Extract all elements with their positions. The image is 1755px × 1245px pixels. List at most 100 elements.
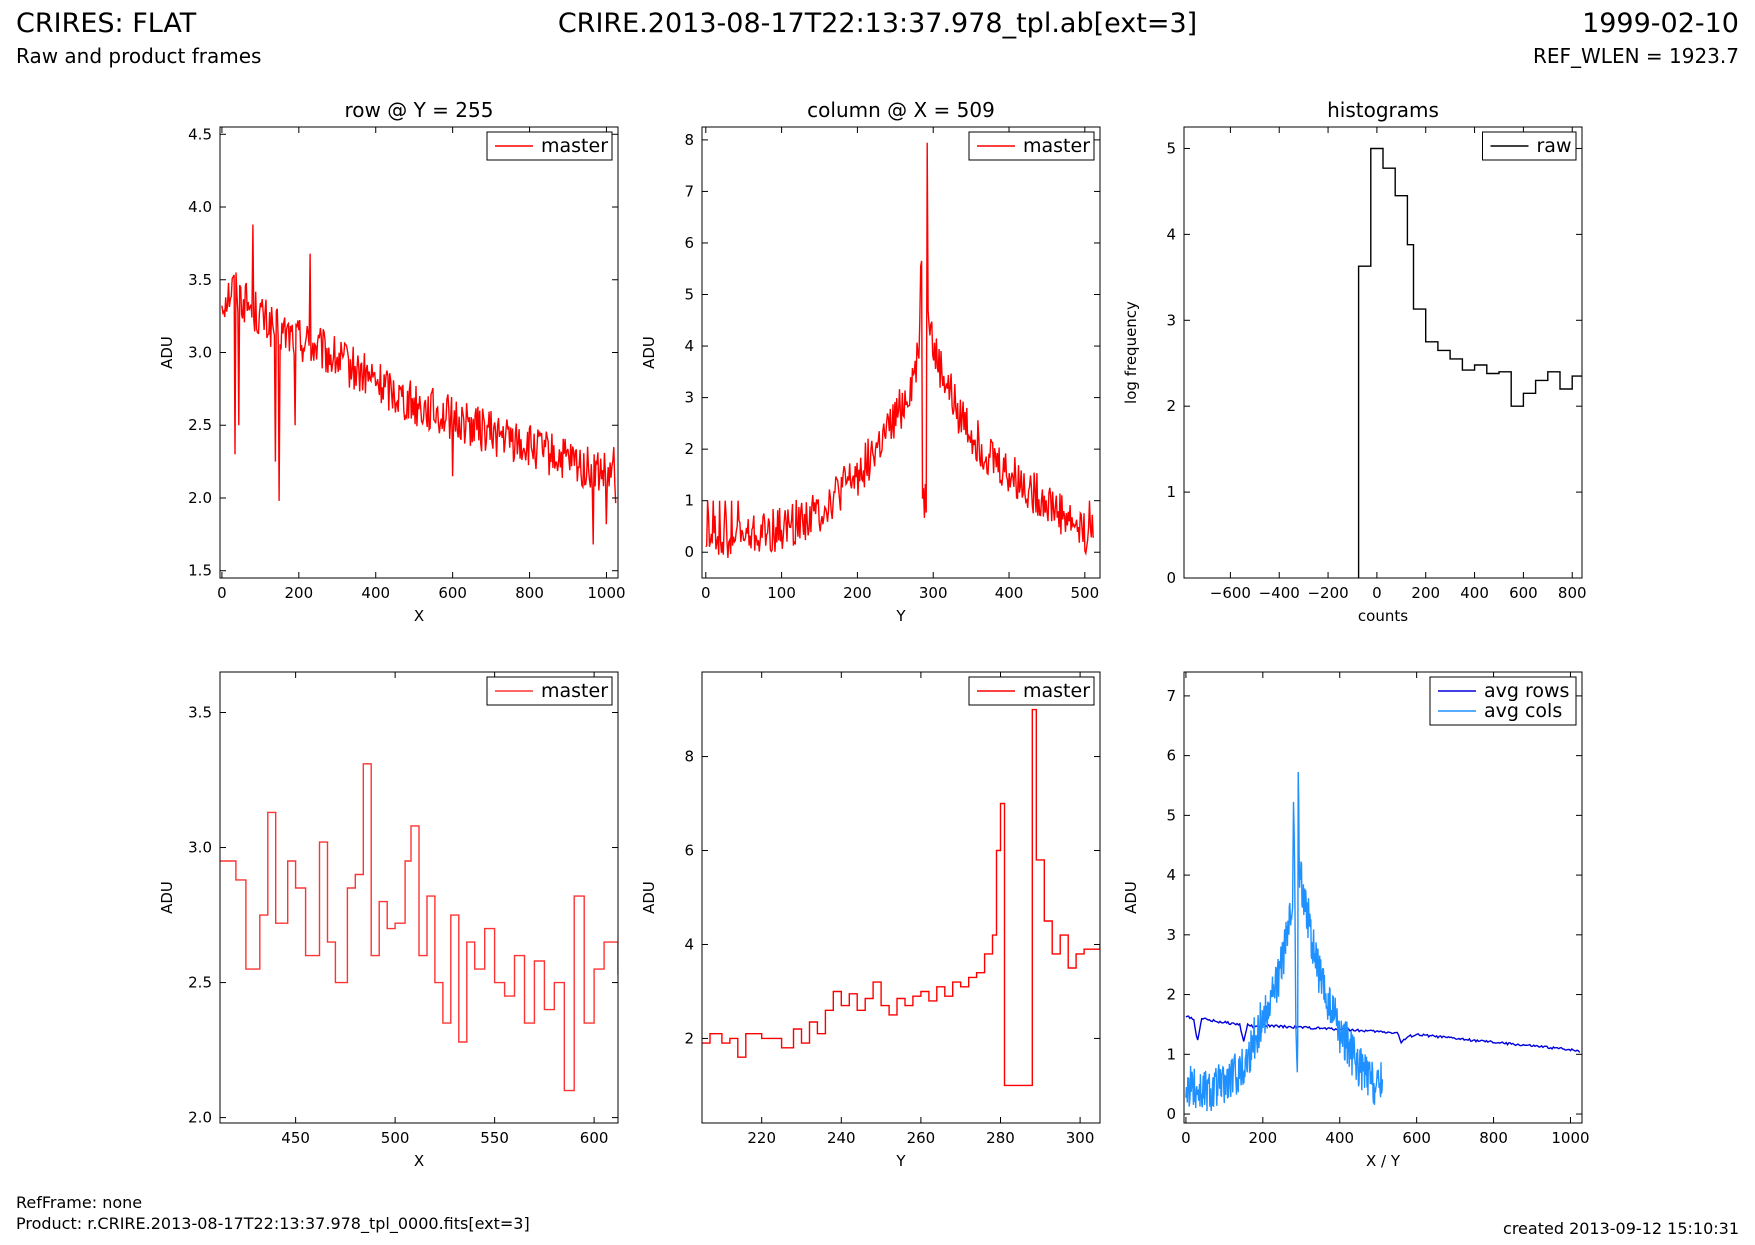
y-tick-label: 7	[684, 182, 694, 200]
x-tick-label: 0	[1372, 584, 1382, 602]
x-axis-label: counts	[1358, 607, 1408, 625]
legend-label: master	[1023, 135, 1090, 157]
y-tick-label: 4.0	[188, 198, 212, 216]
y-tick-label: 3.5	[188, 271, 212, 289]
legend: master	[968, 676, 1095, 706]
x-tick-label: 800	[515, 584, 544, 602]
axes-frame	[701, 671, 1101, 1124]
x-tick-label: 0	[1181, 1129, 1191, 1147]
y-tick-label: 3	[684, 389, 694, 407]
legend: master	[968, 131, 1095, 161]
plot-panel-3: −600 −400 −200 0 200 400 600 800 0 1 2 3 4 5 histogram…	[1122, 98, 1587, 625]
legend: master	[486, 131, 613, 161]
page-subtitle: Raw and product frames	[16, 44, 262, 68]
y-tick-label: 0	[1166, 569, 1176, 587]
y-tick-label: 0	[684, 543, 694, 561]
legend-label: master	[541, 680, 608, 702]
legend: raw	[1482, 131, 1577, 161]
axes-frame	[1183, 671, 1583, 1124]
y-tick-label: 3.0	[188, 344, 212, 362]
y-tick-label: 3	[1166, 311, 1176, 329]
x-tick-label: 200	[1411, 584, 1440, 602]
plot-panel-4: 450 500 550 600 2.0 2.5 3.0 3.5 X ADU master	[158, 671, 619, 1170]
x-tick-label: 1000	[1551, 1129, 1589, 1147]
x-tick-label: −400	[1259, 584, 1300, 602]
x-tick-label: 500	[381, 1129, 410, 1147]
y-tick-label: 1.5	[188, 562, 212, 580]
y-tick-label: 2.0	[188, 489, 212, 507]
y-axis-label: ADU	[640, 881, 658, 914]
plot-panel-6: 0 200 400 600 800 1000 0 1 2 3 4 5 6 7 X / Y ADU avg row…	[1122, 671, 1590, 1170]
x-tick-label: 600	[1402, 1129, 1431, 1147]
y-axis-label: ADU	[158, 881, 176, 914]
y-tick-label: 0	[1166, 1105, 1176, 1123]
plot-title: row @ Y = 255	[345, 98, 494, 122]
series-line-master	[221, 224, 617, 545]
axes-frame	[1183, 126, 1583, 579]
x-tick-label: 400	[361, 584, 390, 602]
y-tick-label: 2	[684, 1029, 694, 1047]
y-tick-label: 8	[684, 748, 694, 766]
axes-frame	[219, 671, 619, 1124]
ref-frame-label: RefFrame: none	[16, 1193, 143, 1212]
x-tick-label: −600	[1210, 584, 1251, 602]
y-axis-label: ADU	[640, 336, 658, 369]
x-tick-label: 300	[1066, 1129, 1095, 1147]
product-label: Product: r.CRIRE.2013-08-17T22:13:37.978…	[16, 1214, 530, 1233]
y-tick-label: 5	[1166, 139, 1176, 157]
axes-frame	[701, 126, 1101, 579]
y-tick-label: 1	[1166, 483, 1176, 501]
x-tick-label: 240	[827, 1129, 856, 1147]
y-tick-label: 5	[1166, 806, 1176, 824]
x-tick-label: 200	[1249, 1129, 1278, 1147]
y-tick-label: 3	[1166, 926, 1176, 944]
y-tick-label: 8	[684, 131, 694, 149]
x-tick-label: 800	[1479, 1129, 1508, 1147]
page-title: CRIRES: FLAT	[16, 8, 197, 39]
x-axis-label: X / Y	[1366, 1152, 1401, 1170]
series-line-avg-cols	[1185, 771, 1384, 1112]
x-tick-label: 400	[1325, 1129, 1354, 1147]
series-line-master	[220, 763, 618, 1092]
y-tick-label: 3.0	[188, 839, 212, 857]
plot-panel-5: 220 240 260 280 300 2 4 6 8 Y ADU master	[640, 671, 1101, 1170]
x-tick-label: 550	[480, 1129, 509, 1147]
x-tick-label: 600	[1509, 584, 1538, 602]
legend-label: avg cols	[1484, 700, 1562, 722]
series-line-avg-rows	[1185, 1015, 1581, 1053]
x-tick-label: 1000	[587, 584, 625, 602]
y-tick-label: 1	[1166, 1045, 1176, 1063]
y-tick-label: 4.5	[188, 125, 212, 143]
y-tick-label: 4	[1166, 866, 1176, 884]
file-title: CRIRE.2013-08-17T22:13:37.978_tpl.ab[ext…	[557, 8, 1198, 39]
x-axis-label: X	[414, 1152, 424, 1170]
x-tick-label: 600	[580, 1129, 609, 1147]
y-tick-label: 2	[684, 440, 694, 458]
date-label: 1999-02-10	[1582, 8, 1739, 39]
series-line-raw	[1357, 147, 1582, 578]
series-line-master	[702, 708, 1100, 1087]
x-tick-label: 220	[747, 1129, 776, 1147]
x-tick-label: 600	[438, 584, 467, 602]
y-tick-label: 2	[1166, 986, 1176, 1004]
y-tick-label: 2.5	[188, 416, 212, 434]
legend-label: master	[541, 135, 608, 157]
x-tick-label: 260	[907, 1129, 936, 1147]
y-tick-label: 4	[684, 337, 694, 355]
y-tick-label: 6	[1166, 747, 1176, 765]
y-tick-label: 5	[684, 286, 694, 304]
created-label: created 2013-09-12 15:10:31	[1503, 1219, 1739, 1238]
series-line-master	[705, 142, 1094, 558]
y-tick-label: 7	[1166, 687, 1176, 705]
plot-panel-2: 0 100 200 300 400 500 0 1 2 3 4 5 6 7 8 column @ X = 50…	[640, 98, 1101, 625]
x-tick-label: 400	[1460, 584, 1489, 602]
plot-panel-1: 0 200 400 600 800 1000 1.5 2.0 2.5 3.0 3.5 4.0 4.5 ro…	[158, 98, 626, 625]
x-tick-label: 450	[281, 1129, 310, 1147]
y-tick-label: 2.0	[188, 1109, 212, 1127]
plot-title: column @ X = 509	[807, 98, 995, 122]
x-axis-label: Y	[895, 1152, 906, 1170]
x-tick-label: 200	[843, 584, 872, 602]
y-tick-label: 6	[684, 234, 694, 252]
